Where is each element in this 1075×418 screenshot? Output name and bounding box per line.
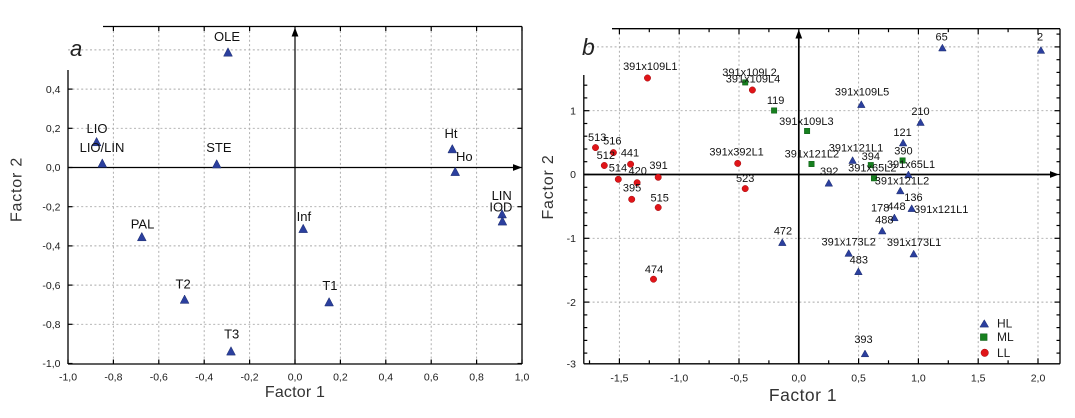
svg-text:391x121L2: 391x121L2 [875, 176, 929, 188]
svg-text:-0,4: -0,4 [42, 241, 60, 253]
svg-text:-0,5: -0,5 [730, 373, 748, 385]
svg-text:-0,8: -0,8 [104, 372, 122, 384]
svg-text:OLE: OLE [214, 29, 240, 44]
svg-text:IOD: IOD [489, 200, 512, 215]
svg-text:-0,4: -0,4 [195, 372, 213, 384]
svg-text:-1: -1 [567, 233, 576, 245]
svg-text:391x392L1: 391x392L1 [709, 147, 763, 159]
svg-text:0,8: 0,8 [469, 372, 484, 384]
svg-text:1,0: 1,0 [911, 373, 926, 385]
svg-text:394: 394 [862, 151, 880, 163]
svg-text:391x121L2: 391x121L2 [785, 148, 839, 160]
svg-text:178: 178 [871, 203, 889, 215]
svg-text:391x109L2: 391x109L2 [722, 67, 776, 79]
svg-text:0,0: 0,0 [791, 373, 806, 385]
svg-text:0,0: 0,0 [288, 372, 303, 384]
svg-text:391: 391 [649, 160, 667, 172]
svg-text:Inf: Inf [297, 209, 312, 224]
svg-text:474: 474 [645, 264, 663, 276]
svg-text:b: b [582, 34, 595, 60]
svg-text:0,6: 0,6 [424, 372, 439, 384]
svg-text:T1: T1 [322, 278, 337, 293]
svg-text:136: 136 [904, 192, 922, 204]
svg-text:391x121L1: 391x121L1 [829, 142, 883, 154]
svg-text:Factor 1: Factor 1 [769, 385, 837, 405]
svg-text:512: 512 [597, 150, 615, 162]
svg-text:-3: -3 [567, 359, 576, 371]
svg-text:392: 392 [820, 166, 838, 178]
svg-text:441: 441 [621, 148, 639, 160]
svg-text:119: 119 [767, 95, 785, 107]
svg-text:121: 121 [893, 127, 911, 139]
svg-text:391x173L2: 391x173L2 [821, 236, 875, 248]
svg-text:Factor 2: Factor 2 [540, 154, 557, 219]
svg-text:420: 420 [629, 166, 647, 178]
svg-text:-0,8: -0,8 [42, 319, 60, 331]
svg-text:-1,0: -1,0 [670, 373, 688, 385]
svg-text:Ho: Ho [456, 149, 473, 164]
svg-text:-0,2: -0,2 [241, 372, 259, 384]
svg-text:0,2: 0,2 [333, 372, 348, 384]
svg-text:448: 448 [887, 201, 905, 213]
svg-text:391x173L1: 391x173L1 [887, 237, 941, 249]
svg-text:T3: T3 [224, 327, 239, 342]
svg-text:391x121L1: 391x121L1 [914, 204, 968, 216]
svg-text:391x109L4: 391x109L4 [726, 74, 780, 86]
svg-text:-0,6: -0,6 [150, 372, 168, 384]
svg-text:a: a [70, 36, 82, 61]
svg-text:LIO: LIO [87, 121, 108, 136]
svg-text:391x109L5: 391x109L5 [835, 87, 889, 99]
svg-text:1,0: 1,0 [515, 372, 530, 384]
svg-text:0,4: 0,4 [378, 372, 393, 384]
svg-text:391x109L3: 391x109L3 [779, 116, 833, 128]
svg-text:T2: T2 [176, 277, 191, 292]
svg-text:1: 1 [570, 105, 576, 117]
svg-text:-0,6: -0,6 [42, 280, 60, 292]
svg-text:65: 65 [935, 31, 947, 43]
svg-text:0,5: 0,5 [851, 373, 866, 385]
svg-text:-1,0: -1,0 [42, 358, 60, 370]
svg-text:515: 515 [651, 193, 669, 205]
svg-text:Ht: Ht [445, 126, 458, 141]
svg-text:393: 393 [854, 334, 872, 346]
svg-text:391x109L1: 391x109L1 [623, 61, 677, 73]
svg-text:523: 523 [736, 173, 754, 185]
svg-text:Factor 1: Factor 1 [265, 384, 325, 401]
svg-text:0,0: 0,0 [46, 162, 61, 174]
svg-text:2: 2 [1037, 31, 1043, 43]
svg-text:395: 395 [623, 183, 641, 195]
svg-text:Factor 2: Factor 2 [9, 157, 26, 222]
svg-text:-1,5: -1,5 [610, 373, 628, 385]
svg-text:210: 210 [911, 106, 929, 118]
svg-text:1,5: 1,5 [971, 373, 986, 385]
svg-text:2,0: 2,0 [1031, 373, 1046, 385]
svg-text:LIN: LIN [492, 188, 512, 203]
svg-text:390: 390 [894, 145, 912, 157]
svg-text:0,2: 0,2 [46, 123, 61, 135]
svg-text:391x65L1: 391x65L1 [887, 159, 935, 171]
svg-text:-1,0: -1,0 [59, 372, 77, 384]
svg-text:ML: ML [997, 330, 1014, 344]
svg-text:472: 472 [774, 225, 792, 237]
svg-text:483: 483 [850, 255, 868, 267]
svg-text:514: 514 [609, 163, 627, 175]
svg-text:LL: LL [997, 346, 1011, 360]
svg-text:STE: STE [206, 140, 232, 155]
svg-text:513: 513 [588, 132, 606, 144]
svg-text:516: 516 [603, 136, 621, 148]
svg-text:0: 0 [570, 169, 576, 181]
svg-text:-0,2: -0,2 [42, 201, 60, 213]
svg-text:-2: -2 [567, 297, 576, 309]
svg-text:HL: HL [997, 316, 1013, 330]
svg-text:PAL: PAL [131, 217, 155, 232]
svg-text:391x65L2: 391x65L2 [848, 162, 896, 174]
svg-text:488: 488 [875, 214, 893, 226]
svg-text:LIO/LIN: LIO/LIN [80, 140, 125, 155]
svg-text:0,4: 0,4 [46, 84, 61, 96]
